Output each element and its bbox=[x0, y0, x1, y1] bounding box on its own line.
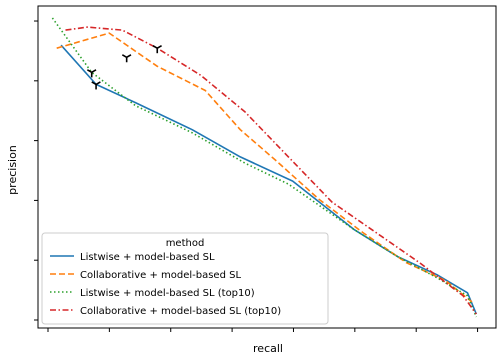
legend-label: Collaborative + model-based SL (top10) bbox=[80, 306, 281, 317]
x-axis-label: recall bbox=[253, 342, 283, 355]
legend-title: method bbox=[166, 238, 205, 249]
legend-label: Listwise + model-based SL bbox=[80, 252, 215, 263]
series-marker bbox=[121, 54, 132, 63]
legend-entry-collaborative-model-based-sl: Collaborative + model-based SL bbox=[50, 270, 241, 281]
series-layer bbox=[51, 17, 478, 318]
series-line-collaborative-model-based-sl-top10 bbox=[65, 26, 477, 315]
legend-box bbox=[41, 232, 329, 325]
legend-entry-listwise-model-based-sl: Listwise + model-based SL bbox=[50, 252, 215, 263]
legend-entry-listwise-model-based-sl-top10: Listwise + model-based SL (top10) bbox=[50, 288, 255, 299]
y-axis-label: precision bbox=[6, 145, 19, 195]
legend-label: Collaborative + model-based SL bbox=[80, 270, 241, 281]
legend-entries: Listwise + model-based SL Collaborative +… bbox=[50, 252, 281, 317]
series-marker bbox=[86, 69, 97, 78]
series-marker bbox=[152, 45, 162, 54]
legend-label: Listwise + model-based SL (top10) bbox=[80, 288, 255, 299]
legend-entry-collaborative-model-based-sl-top10: Collaborative + model-based SL (top10) bbox=[50, 306, 281, 317]
plot-frame bbox=[37, 5, 497, 329]
tick-layer bbox=[34, 20, 479, 332]
series-line-collaborative-model-based-sl bbox=[56, 32, 473, 303]
series-marker bbox=[91, 81, 101, 90]
series-line-listwise-model-based-sl bbox=[60, 44, 478, 315]
marker-layer bbox=[86, 45, 162, 90]
legend: method Listwise + model-based SL Collabor… bbox=[41, 232, 329, 325]
